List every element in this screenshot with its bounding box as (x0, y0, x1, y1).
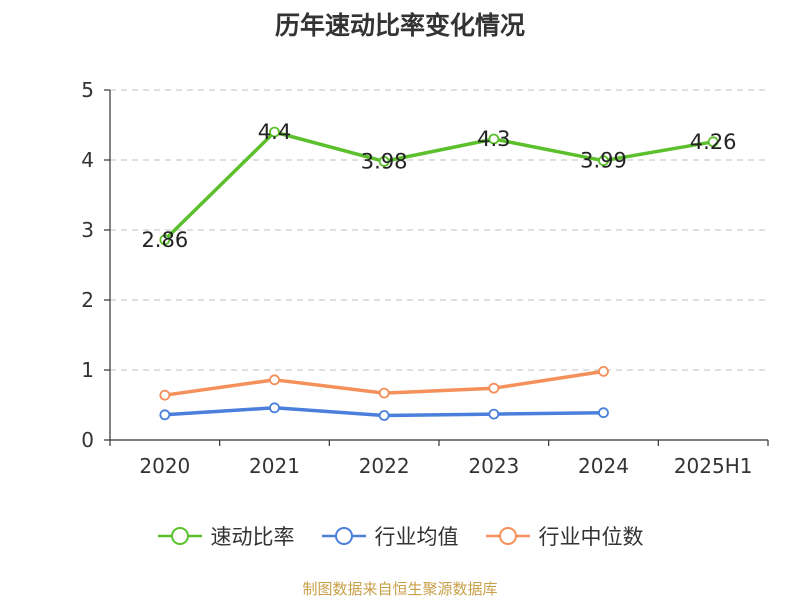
legend-line-marker-icon (321, 527, 366, 545)
data-point (488, 133, 500, 145)
y-tick-label: 4 (81, 148, 94, 172)
axes: 0 1 2 3 4 5 2020 2021 2022 2023 2024 2025H1 (81, 78, 769, 478)
data-label: 3.99 (580, 149, 627, 173)
data-point (159, 409, 171, 421)
x-tick-label: 2021 (249, 454, 300, 478)
data-point (269, 402, 280, 414)
legend-item-quick-ratio[interactable]: 速动比率 (157, 521, 295, 551)
y-tick-label: 5 (81, 78, 94, 102)
data-point (159, 389, 171, 401)
y-tick-label: 0 (81, 428, 94, 452)
data-point (378, 155, 390, 167)
x-tick-label: 2022 (359, 454, 410, 478)
source-note: 制图数据来自恒生聚源数据库 (302, 580, 498, 598)
series (159, 126, 719, 421)
data-point (159, 234, 171, 246)
y-tick-label: 1 (81, 358, 94, 382)
y-tick-label: 2 (81, 288, 94, 312)
data-label: 4.26 (690, 130, 737, 154)
grid-lines (110, 89, 768, 371)
data-label: 2.86 (141, 228, 188, 252)
data-label: 3.98 (361, 149, 408, 173)
data-point (598, 155, 609, 167)
data-point (598, 365, 609, 377)
legend-item-industry-mean[interactable]: 行业均值 (321, 521, 459, 551)
legend-label: 行业中位数 (538, 525, 644, 549)
legend: 速动比率 行业均值 行业中位数 (0, 521, 800, 551)
y-tick-label: 3 (81, 218, 94, 242)
data-point (269, 374, 280, 386)
data-point (378, 387, 390, 399)
data-label: 4.3 (477, 127, 510, 151)
x-tick-label: 2023 (468, 454, 519, 478)
chart-title: 历年速动比率变化情况 (274, 11, 525, 40)
data-point (269, 126, 280, 138)
x-tick-label: 2024 (578, 454, 629, 478)
data-point (378, 410, 390, 421)
data-point (707, 136, 719, 148)
x-tick-label: 2025H1 (674, 454, 753, 478)
x-tick-label: 2020 (139, 454, 190, 478)
data-labels: 2.86 4.4 3.98 4.3 3.99 4.26 (141, 120, 736, 252)
data-label: 4.4 (258, 120, 291, 144)
data-point (488, 408, 500, 420)
legend-label: 行业均值 (374, 525, 459, 549)
legend-label: 速动比率 (210, 525, 295, 549)
legend-line-marker-icon (485, 527, 530, 545)
data-point (488, 382, 500, 394)
series-line (163, 130, 714, 242)
data-point (598, 407, 609, 419)
legend-line-marker-icon (157, 527, 202, 545)
legend-item-industry-median[interactable]: 行业中位数 (485, 521, 644, 551)
